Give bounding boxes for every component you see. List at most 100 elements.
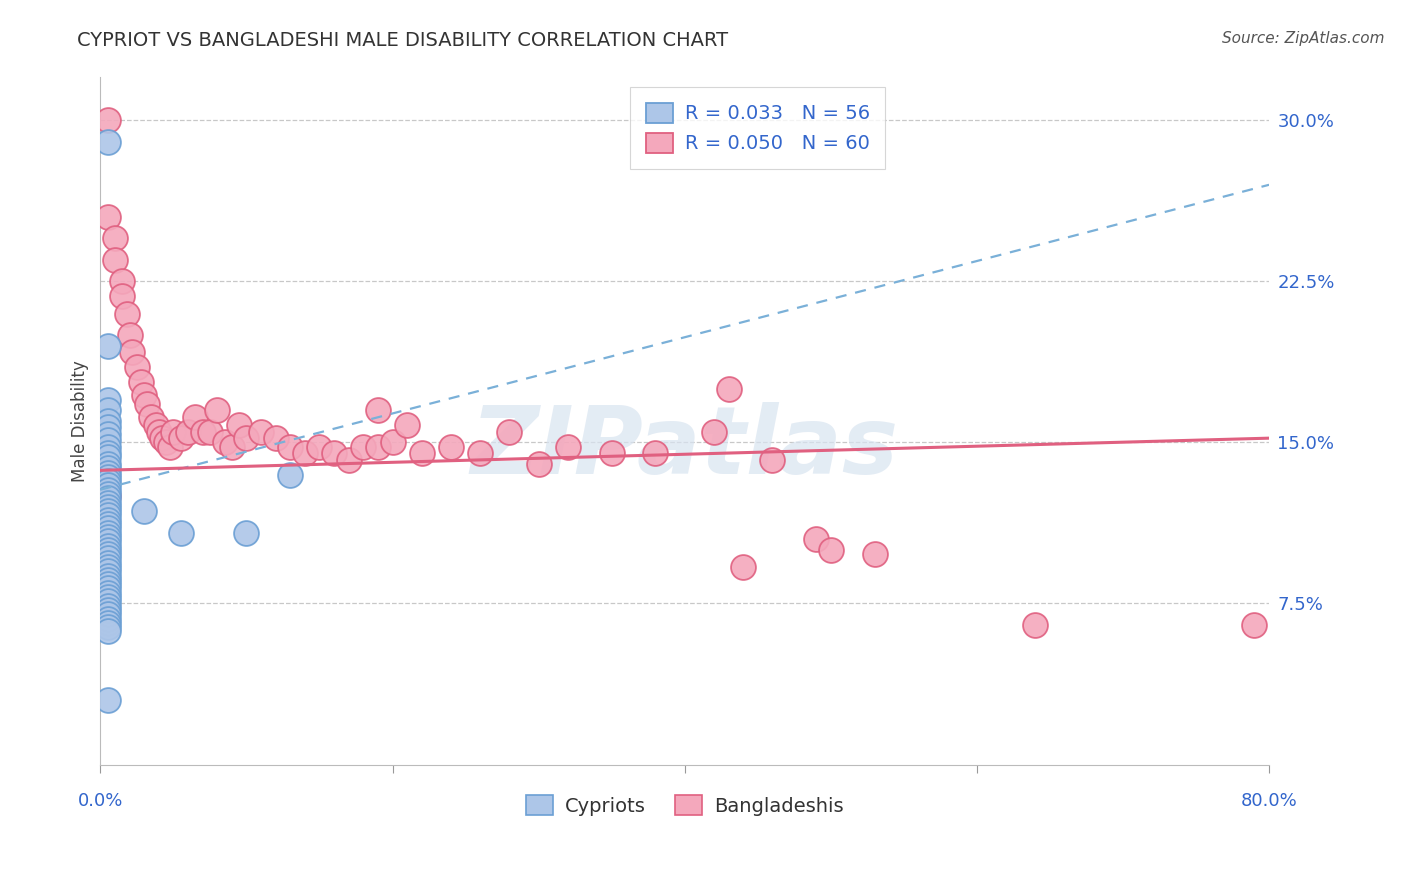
Point <box>148 425 170 439</box>
Point <box>97 457 120 471</box>
Point <box>294 446 316 460</box>
Point <box>198 425 221 439</box>
Point <box>97 470 120 484</box>
Point <box>115 307 138 321</box>
Point <box>97 210 120 224</box>
Point <box>97 504 120 518</box>
Point <box>97 573 120 587</box>
Point <box>97 513 120 527</box>
Point <box>644 446 666 460</box>
Point <box>97 495 120 509</box>
Point <box>703 425 725 439</box>
Point <box>396 418 419 433</box>
Text: 80.0%: 80.0% <box>1240 792 1298 810</box>
Point <box>323 446 346 460</box>
Point <box>97 392 120 407</box>
Point <box>440 440 463 454</box>
Point <box>97 693 120 707</box>
Point <box>97 615 120 630</box>
Point <box>111 274 134 288</box>
Point <box>97 403 120 417</box>
Point <box>97 491 120 506</box>
Point <box>221 440 243 454</box>
Point <box>97 135 120 149</box>
Point <box>170 431 193 445</box>
Point <box>97 551 120 566</box>
Point <box>125 360 148 375</box>
Point <box>97 624 120 639</box>
Point <box>97 556 120 570</box>
Point <box>411 446 433 460</box>
Point <box>121 345 143 359</box>
Point <box>863 547 886 561</box>
Point <box>600 446 623 460</box>
Point <box>97 607 120 622</box>
Point <box>97 564 120 578</box>
Point <box>498 425 520 439</box>
Point <box>159 440 181 454</box>
Point <box>214 435 236 450</box>
Point <box>162 425 184 439</box>
Point <box>820 542 842 557</box>
Point <box>141 409 163 424</box>
Point <box>184 409 207 424</box>
Point <box>97 594 120 608</box>
Text: Source: ZipAtlas.com: Source: ZipAtlas.com <box>1222 31 1385 46</box>
Point <box>177 425 200 439</box>
Text: CYPRIOT VS BANGLADESHI MALE DISABILITY CORRELATION CHART: CYPRIOT VS BANGLADESHI MALE DISABILITY C… <box>77 31 728 50</box>
Point <box>97 414 120 428</box>
Point <box>104 252 127 267</box>
Point <box>470 446 492 460</box>
Point <box>337 452 360 467</box>
Point <box>97 620 120 634</box>
Point <box>136 397 159 411</box>
Point <box>97 516 120 531</box>
Point <box>129 376 152 390</box>
Point <box>97 603 120 617</box>
Point <box>235 431 257 445</box>
Point <box>278 440 301 454</box>
Point <box>367 440 389 454</box>
Point <box>381 435 404 450</box>
Point <box>228 418 250 433</box>
Point <box>97 530 120 544</box>
Point <box>97 450 120 465</box>
Point <box>205 403 228 417</box>
Point <box>717 382 740 396</box>
Point <box>97 521 120 535</box>
Point <box>97 339 120 353</box>
Text: 0.0%: 0.0% <box>77 792 124 810</box>
Point <box>97 440 120 454</box>
Point <box>111 289 134 303</box>
Point <box>97 426 120 441</box>
Point <box>97 478 120 492</box>
Point <box>97 474 120 488</box>
Point <box>97 483 120 497</box>
Point <box>150 431 173 445</box>
Point <box>97 525 120 540</box>
Point <box>118 328 141 343</box>
Point <box>104 231 127 245</box>
Point <box>97 568 120 582</box>
Point <box>97 590 120 604</box>
Point <box>733 560 755 574</box>
Point <box>308 440 330 454</box>
Point <box>97 582 120 596</box>
Point <box>97 539 120 553</box>
Point <box>235 525 257 540</box>
Point <box>527 457 550 471</box>
Point <box>97 446 120 460</box>
Point <box>170 525 193 540</box>
Y-axis label: Male Disability: Male Disability <box>72 360 89 482</box>
Point <box>761 452 783 467</box>
Point <box>97 586 120 600</box>
Point <box>97 466 120 480</box>
Point <box>97 434 120 448</box>
Point <box>97 113 120 128</box>
Point <box>352 440 374 454</box>
Point <box>97 500 120 514</box>
Point <box>1024 618 1046 632</box>
Point <box>97 420 120 434</box>
Point <box>97 611 120 625</box>
Point <box>1243 618 1265 632</box>
